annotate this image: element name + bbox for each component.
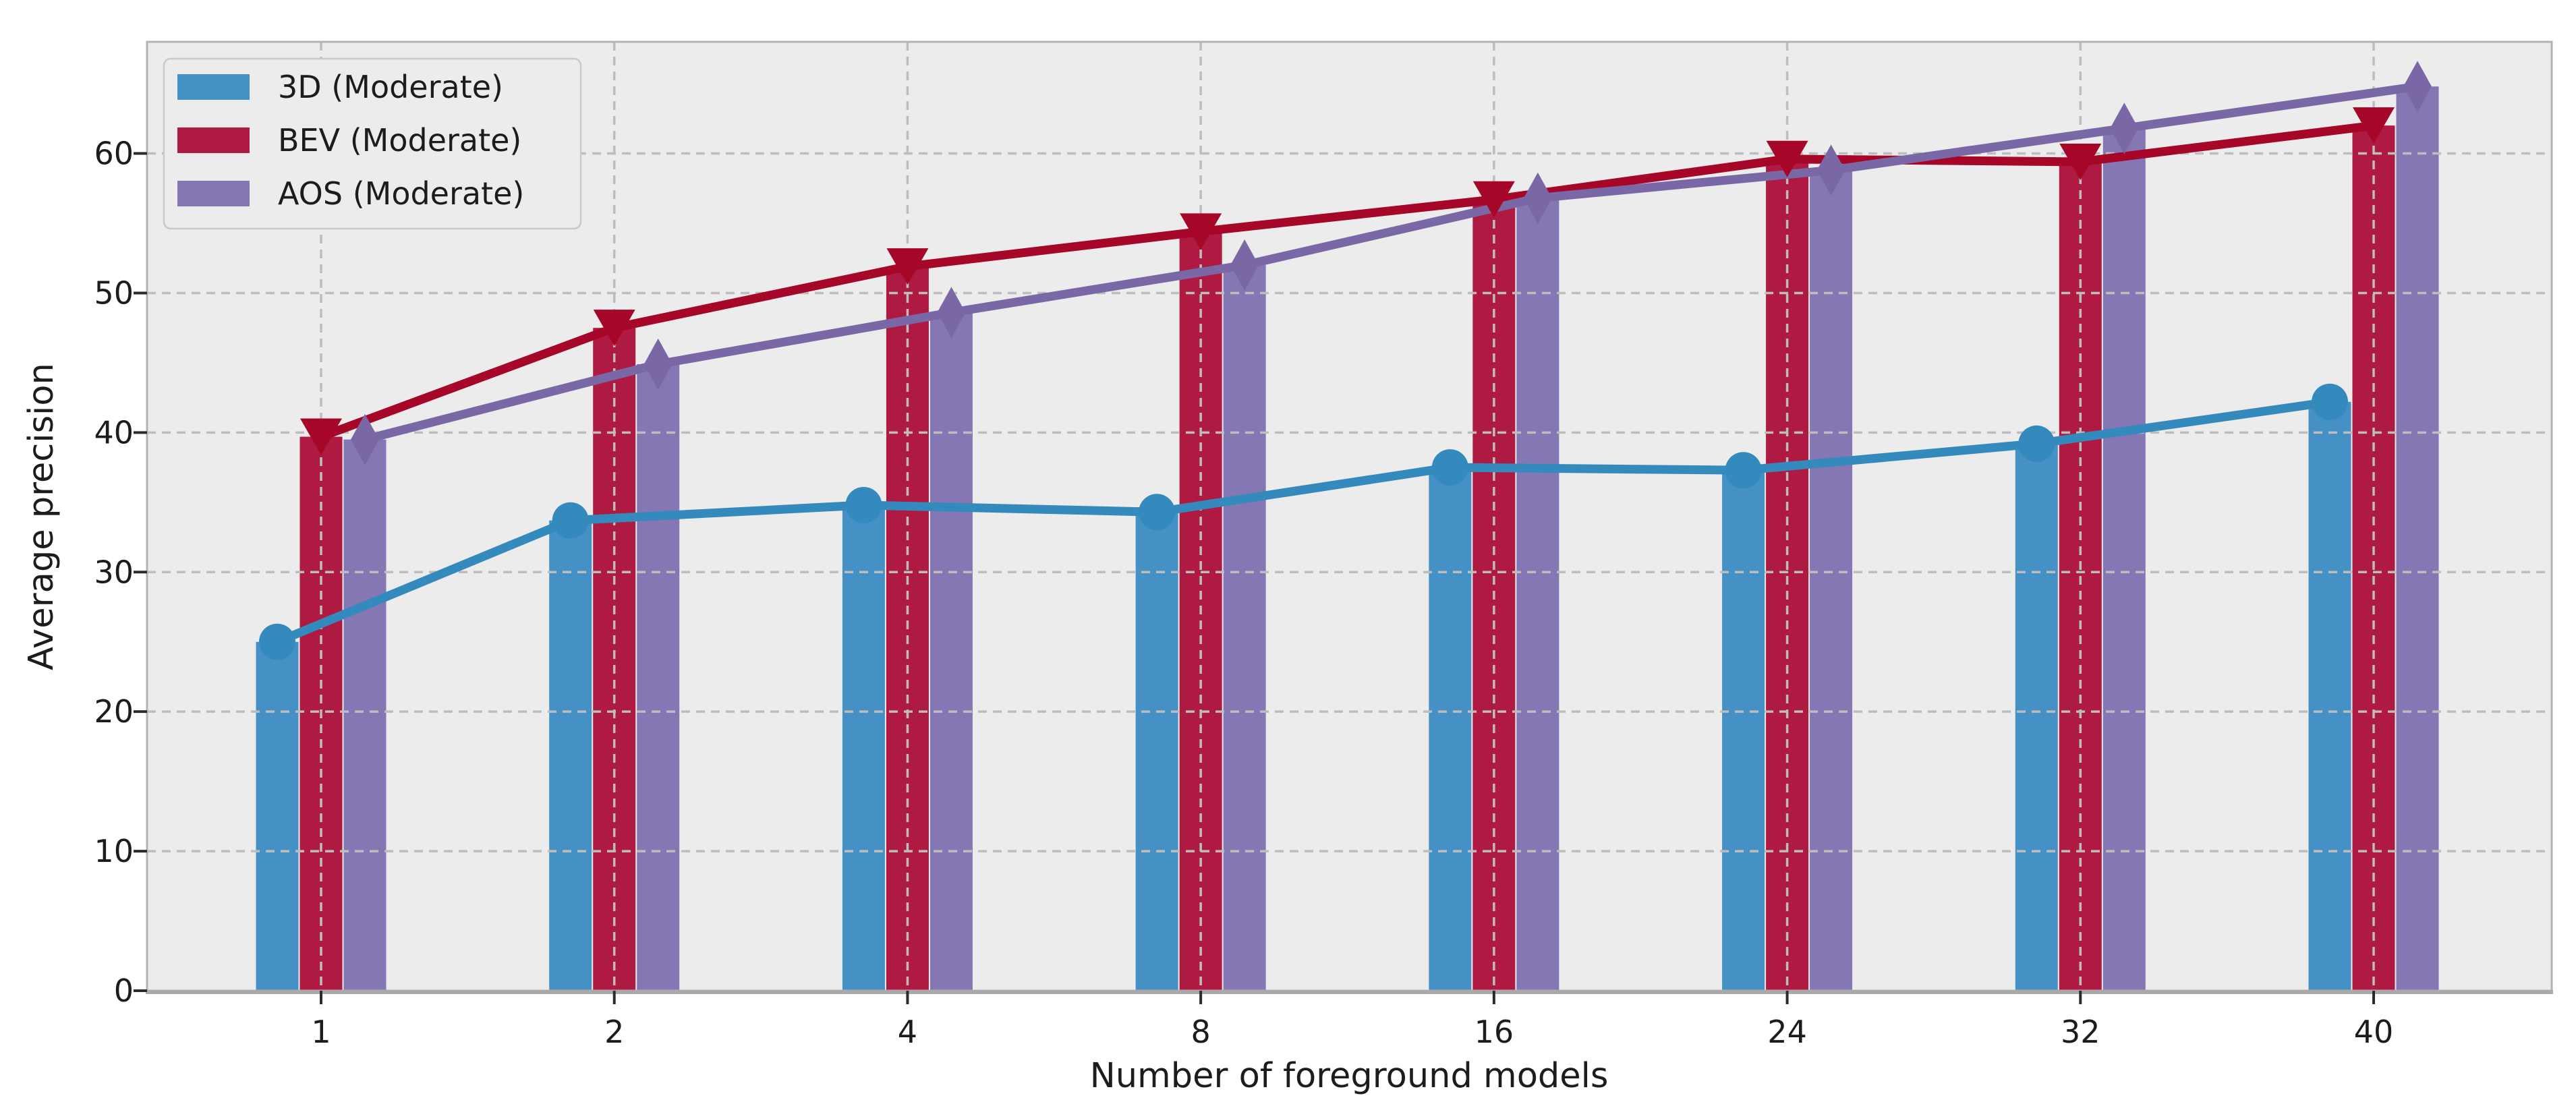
bar-aos-x24 [1810,170,1853,991]
y-tick-label-10: 10 [94,833,134,869]
bar-aos-x2 [637,364,680,991]
bar-aos-x32 [2102,128,2146,991]
marker-aos-x1 [351,413,379,465]
x-axis-label: Number of foreground models [1090,1056,1609,1096]
marker-3d-x2 [552,502,589,539]
marker-3d-x40 [2312,383,2348,420]
bar-3d-x32 [2015,443,2058,991]
legend-label-bev: BEV (Moderate) [278,122,521,158]
y-tick-label-30: 30 [94,554,134,590]
y-tick-labels-group: 0 10 20 30 40 50 60 [94,136,134,1009]
series-line-3d [273,397,2335,647]
x-tick-label-24: 24 [1767,1014,1807,1050]
x-tick-label-16: 16 [1475,1014,1514,1050]
x-tick-label-32: 32 [2061,1014,2100,1050]
marker-aos-x32 [2110,103,2139,154]
marker-aos-x4 [937,287,966,339]
marker-3d-x32 [2018,425,2055,462]
legend-label-aos: AOS (Moderate) [278,175,524,212]
marker-3d-x4 [845,486,882,523]
marker-aos-x40 [2403,61,2432,113]
marker-bev-x24 [1766,140,1808,177]
bar-aos-x8 [1223,265,1266,991]
y-tick-label-0: 0 [114,973,134,1009]
marker-aos-x2 [643,338,672,390]
bar-aos-x4 [929,312,973,991]
marker-3d-x16 [1431,449,1468,486]
x-tick-label-4: 4 [898,1014,917,1050]
x-tick-label-40: 40 [2354,1014,2394,1050]
bar-3d-x2 [549,520,592,991]
marker-bev-x2 [593,310,635,347]
legend-swatch-3d [177,74,250,100]
marker-aos-x8 [1230,239,1259,291]
bar-3d-x1 [256,641,299,991]
marker-bev-x16 [1472,181,1515,218]
series-line-aos [360,82,2422,444]
marker-3d-x1 [259,623,295,660]
marker-bev-x8 [1180,213,1222,250]
bar-3d-x24 [1722,470,1765,991]
y-tick-label-60: 60 [94,136,134,172]
series-markers-group [259,61,2432,660]
bar-3d-x40 [2308,401,2351,991]
y-tick-label-20: 20 [94,693,134,730]
legend-swatch-bev [177,127,250,153]
marker-3d-x8 [1139,494,1176,531]
series-lines-group [273,82,2422,647]
x-tick-label-1: 1 [311,1014,331,1050]
marker-aos-x16 [1523,172,1552,224]
y-axis-label: Average precision [22,363,61,670]
marker-bev-x4 [886,248,929,285]
axes-spines-group [146,40,2553,994]
marker-3d-x24 [1725,452,1762,489]
legend-label-3d: 3D (Moderate) [278,69,503,105]
marker-bev-x40 [2353,107,2395,144]
marker-aos-x24 [1816,144,1845,196]
bar-aos-x16 [1516,198,1559,991]
tick-marks-group [134,152,2375,1004]
bar-aos-x1 [343,439,387,991]
bar-3d-x8 [1135,512,1178,991]
y-tick-label-40: 40 [94,414,134,451]
y-tick-label-50: 50 [94,274,134,311]
x-tick-label-8: 8 [1191,1014,1211,1050]
bar-aos-x40 [2396,86,2439,991]
legend-swatch-aos [177,181,250,206]
legend: 3D (Moderate) BEV (Moderate) AOS (Modera… [163,57,582,230]
marker-bev-x1 [300,418,342,455]
bar-3d-x16 [1429,467,1472,991]
x-tick-labels-group: 1 2 4 8 16 24 32 40 [311,1014,2393,1050]
x-tick-label-2: 2 [604,1014,624,1050]
bar-3d-x4 [842,504,885,991]
legend-box [163,57,582,230]
series-line-bev [316,121,2378,442]
marker-bev-x32 [2059,143,2102,180]
